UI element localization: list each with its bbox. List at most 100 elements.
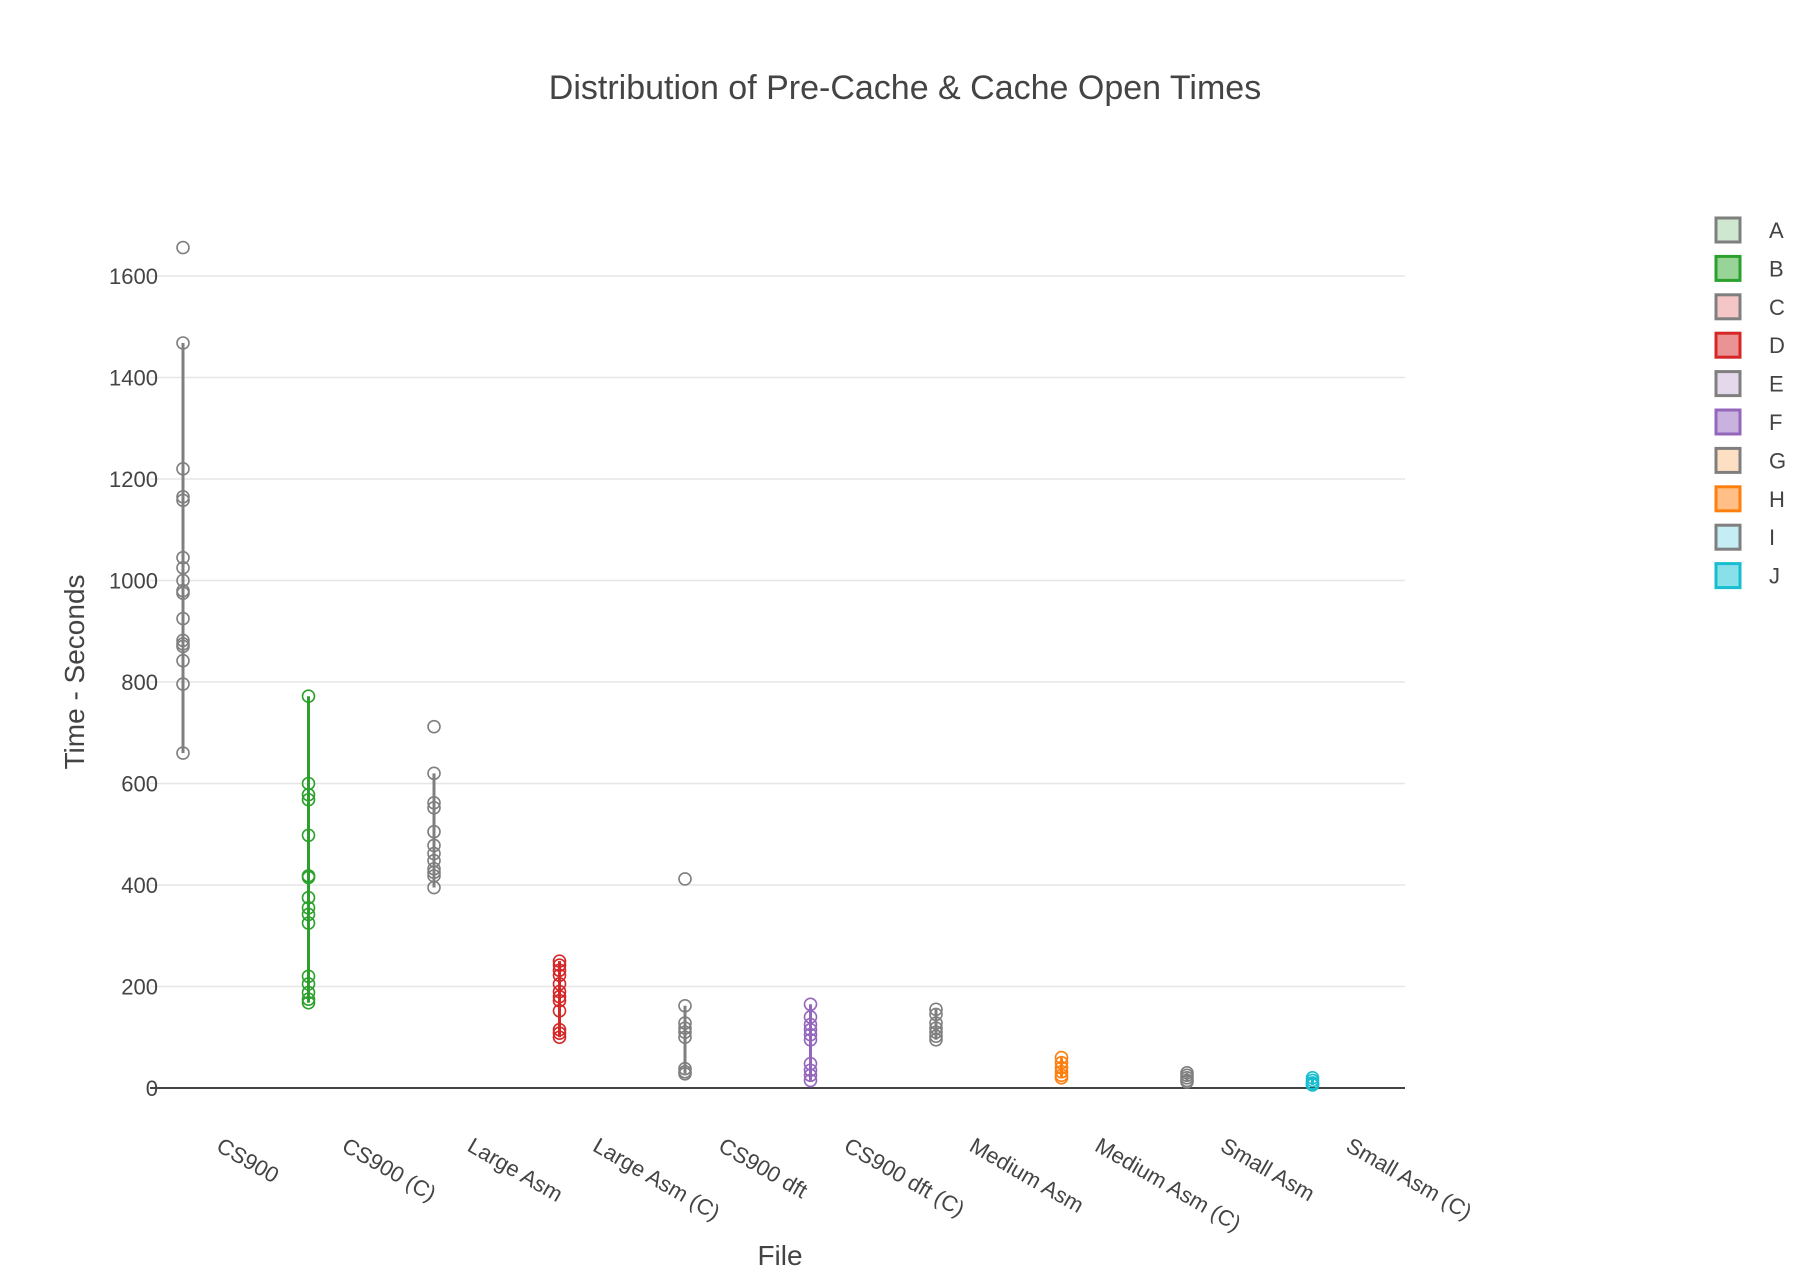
data-point	[1054, 1050, 1069, 1065]
data-point	[929, 1002, 943, 1017]
data-point	[301, 792, 316, 807]
data-point	[678, 1021, 692, 1035]
data-point	[301, 901, 316, 915]
data-marks	[176, 240, 1320, 1092]
data-point	[427, 719, 441, 734]
data-point	[552, 968, 567, 983]
box-series-C	[427, 719, 441, 895]
data-point	[678, 998, 692, 1013]
data-point	[301, 992, 316, 1006]
data-point	[552, 1030, 567, 1045]
data-point	[552, 958, 567, 972]
legend-item-F[interactable]: F	[1714, 408, 1782, 436]
box-series-J	[1305, 1071, 1320, 1092]
x-tick-label: CS900 (C)	[338, 1133, 440, 1207]
legend-label: D	[1769, 333, 1785, 358]
x-tick-label: Medium Asm	[966, 1133, 1089, 1218]
data-point	[176, 336, 190, 350]
y-tick-label: 1600	[109, 264, 158, 289]
legend-label: H	[1769, 487, 1785, 512]
legend-item-A[interactable]: A	[1714, 216, 1784, 244]
legend-swatch	[1714, 562, 1742, 590]
data-point	[427, 880, 441, 895]
data-point	[427, 766, 441, 781]
data-point	[176, 677, 190, 691]
y-tick-label: 0	[146, 1076, 158, 1101]
legend-label: C	[1769, 295, 1785, 320]
data-point	[176, 240, 190, 255]
legend-item-H[interactable]: H	[1714, 485, 1785, 513]
data-point	[929, 1032, 943, 1047]
legend-label: J	[1769, 564, 1780, 589]
legend-item-G[interactable]: G	[1714, 446, 1786, 474]
legend-item-C[interactable]: C	[1714, 293, 1785, 321]
legend-item-I[interactable]: I	[1714, 523, 1775, 551]
data-point	[552, 1022, 567, 1037]
data-point	[427, 801, 441, 815]
legend-swatch	[1714, 485, 1742, 513]
data-point	[176, 639, 190, 654]
y-tick-label: 800	[121, 670, 158, 695]
data-point	[427, 824, 441, 839]
data-point	[1054, 1064, 1069, 1079]
data-point	[301, 828, 316, 843]
data-point	[1305, 1078, 1320, 1092]
box-series-A	[176, 240, 190, 760]
data-point	[176, 611, 190, 626]
data-point	[176, 489, 190, 504]
data-point	[176, 746, 190, 760]
legend-swatch	[1714, 216, 1742, 244]
x-tick-label: CS900 dft (C)	[840, 1133, 969, 1222]
data-point	[176, 550, 190, 565]
data-point	[176, 586, 190, 600]
data-point	[1180, 1075, 1194, 1089]
legend-item-D[interactable]: D	[1714, 331, 1785, 359]
data-point	[552, 989, 567, 1004]
data-point	[678, 1066, 692, 1081]
legend-item-B[interactable]: B	[1714, 254, 1784, 282]
data-point	[427, 795, 441, 810]
data-point	[803, 1032, 818, 1047]
x-axis-title: File	[757, 1240, 802, 1271]
legend-item-E[interactable]: E	[1714, 370, 1784, 398]
chart-title: Distribution of Pre-Cache & Cache Open T…	[549, 69, 1261, 107]
box-series-D	[552, 954, 567, 1045]
data-point	[1054, 1071, 1069, 1085]
data-point	[803, 1022, 818, 1037]
legend-swatch	[1714, 408, 1742, 436]
data-point	[427, 861, 441, 876]
data-point	[176, 462, 190, 476]
data-point	[803, 1027, 818, 1042]
data-point	[678, 1016, 692, 1030]
x-tick-label: Small Asm (C)	[1342, 1133, 1476, 1225]
box-series-G	[929, 1002, 943, 1047]
data-point	[552, 1004, 567, 1018]
data-point	[301, 969, 316, 984]
data-point	[678, 1025, 692, 1039]
data-point	[176, 633, 190, 648]
data-point	[427, 846, 441, 861]
data-point	[552, 954, 567, 968]
y-axis-title: Time - Seconds	[59, 574, 90, 769]
grid-lines	[150, 275, 1405, 988]
data-point	[301, 985, 316, 1000]
data-point	[301, 977, 316, 991]
y-tick-label: 200	[121, 975, 158, 1000]
data-point	[678, 872, 692, 886]
legend-label: I	[1769, 525, 1775, 550]
data-point	[301, 870, 316, 885]
data-point	[929, 1025, 943, 1039]
data-point	[176, 653, 190, 668]
y-tick-labels: 0 200 400 600 800 1000 1200 1400 1600	[109, 264, 158, 1101]
x-tick-label: CS900 dft	[715, 1133, 812, 1204]
y-tick-label: 1400	[109, 366, 158, 391]
y-tick-label: 1000	[109, 569, 158, 594]
legend-item-J[interactable]: J	[1714, 562, 1780, 590]
legend-swatch	[1714, 293, 1742, 321]
legend-label: E	[1769, 372, 1784, 397]
legend-swatch	[1714, 370, 1742, 398]
legend-label: B	[1769, 256, 1784, 281]
data-point	[301, 787, 316, 802]
data-point	[301, 776, 316, 791]
data-point	[803, 1073, 818, 1088]
